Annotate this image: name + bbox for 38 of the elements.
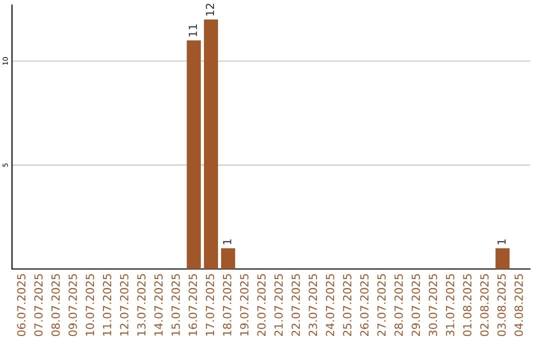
x-tick-label: 20.07.2025 [257,274,266,336]
data-label: 1 [498,239,506,244]
x-tick-label: 15.07.2025 [171,274,180,336]
x-tick-label: 11.07.2025 [102,274,112,336]
bar [221,248,236,269]
x-tick-label: 16.07.2025 [188,274,198,336]
x-tick-label: 01.08.2025 [463,274,472,336]
x-tick-label: 14.07.2025 [154,274,163,336]
x-tick-label: 10.07.2025 [86,274,94,336]
data-label: 1 [223,239,232,244]
x-tick-label: 07.07.2025 [34,274,43,336]
x-tick-label: 04.08.2025 [514,274,523,336]
x-tick-label: 22.07.2025 [292,274,300,336]
x-tick-label: 25.07.2025 [343,274,352,336]
bar [496,248,510,269]
x-tick-label: 06.07.2025 [17,274,26,336]
x-tick-label: 29.07.2025 [412,274,420,336]
x-tick-label: 27.07.2025 [377,274,386,336]
bar [204,20,218,269]
x-tick-label: 09.07.2025 [68,274,77,336]
x-tick-label: 30.07.2025 [428,274,438,336]
data-label: 11 [188,24,197,36]
x-tick-label: 19.07.2025 [240,274,248,336]
x-tick-label: 28.07.2025 [394,274,403,336]
x-tick-label: 02.08.2025 [480,274,489,336]
bar [186,40,201,269]
x-tick-label: 26.07.2025 [360,274,369,336]
x-tick-label: 08.07.2025 [51,274,60,336]
data-label: 12 [206,4,214,16]
x-tick-label: 03.08.2025 [497,274,506,336]
x-tick-label: 12.07.2025 [120,274,128,336]
x-tick-label: 17.07.2025 [206,274,214,336]
x-tick-label: 24.07.2025 [326,274,334,336]
x-tick-label: 21.07.2025 [274,274,283,336]
x-tick-label: 13.07.2025 [137,274,146,336]
x-tick-label: 23.07.2025 [308,274,318,336]
x-tick-label: 18.07.2025 [222,274,232,336]
x-tick-label: 31.07.2025 [446,274,454,336]
